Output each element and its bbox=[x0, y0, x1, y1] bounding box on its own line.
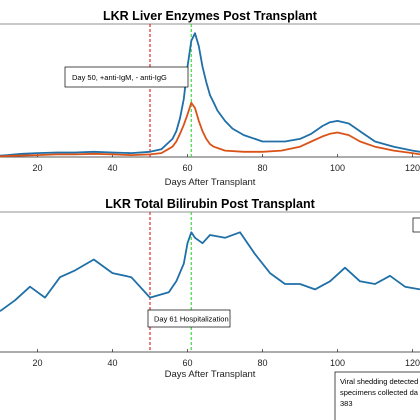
panel1-title: LKR Liver Enzymes Post Transplant bbox=[103, 9, 318, 23]
series-line-0 bbox=[0, 231, 420, 312]
x-tick-label: 40 bbox=[107, 163, 117, 173]
panel2-reference-lines bbox=[149, 212, 192, 352]
day61-annotation: Day 61 Hospitalization bbox=[147, 309, 231, 328]
panel1-series bbox=[0, 32, 420, 158]
day50-annotation-text: Day 50, +anti-IgM, - anti-IgG bbox=[72, 73, 167, 82]
viral-shedding-annotation-box bbox=[334, 371, 420, 420]
viral-shedding-line-2: specimens collected da bbox=[340, 388, 419, 397]
panel2-series bbox=[0, 231, 420, 312]
x-tick-label: 80 bbox=[257, 163, 267, 173]
viral-shedding-annotation: Viral shedding detected specimens collec… bbox=[334, 371, 420, 420]
total-bilirubin-panel: LKR Total Bilirubin Post Transplant 20 40… bbox=[0, 197, 420, 420]
x-tick-label: 100 bbox=[330, 358, 345, 368]
x-tick-label: 40 bbox=[107, 358, 117, 368]
x-tick-label: 100 bbox=[330, 163, 345, 173]
x-tick-label: 120 bbox=[405, 358, 420, 368]
series-line-1 bbox=[0, 101, 420, 158]
day61-annotation-text: Day 61 Hospitalization bbox=[154, 315, 229, 324]
panel2-ticks: 20 40 60 80 100 120 bbox=[32, 349, 420, 368]
x-tick-label: 60 bbox=[182, 163, 192, 173]
x-tick-label: 60 bbox=[182, 358, 192, 368]
x-tick-label: 20 bbox=[32, 358, 42, 368]
liver-enzymes-panel: LKR Liver Enzymes Post Transplant 20 40 60… bbox=[0, 9, 420, 188]
panel1-ticks: 20 40 60 80 100 120 bbox=[32, 154, 420, 173]
viral-shedding-line-1: Viral shedding detected bbox=[340, 377, 418, 386]
series-line-0 bbox=[0, 32, 420, 157]
legend-box-partial bbox=[412, 217, 420, 233]
x-tick-label: 120 bbox=[405, 163, 420, 173]
day50-annotation: Day 50, +anti-IgM, - anti-IgG bbox=[64, 66, 189, 88]
panel1-x-label: Days After Transplant bbox=[165, 177, 256, 188]
day61-annotation-box bbox=[147, 309, 231, 328]
panel2-title: LKR Total Bilirubin Post Transplant bbox=[105, 197, 315, 211]
viral-shedding-line-3: 383 bbox=[340, 399, 353, 408]
x-tick-label: 80 bbox=[257, 358, 267, 368]
panel2-x-label: Days After Transplant bbox=[165, 369, 256, 380]
x-tick-label: 20 bbox=[32, 163, 42, 173]
day50-annotation-box bbox=[64, 66, 189, 88]
